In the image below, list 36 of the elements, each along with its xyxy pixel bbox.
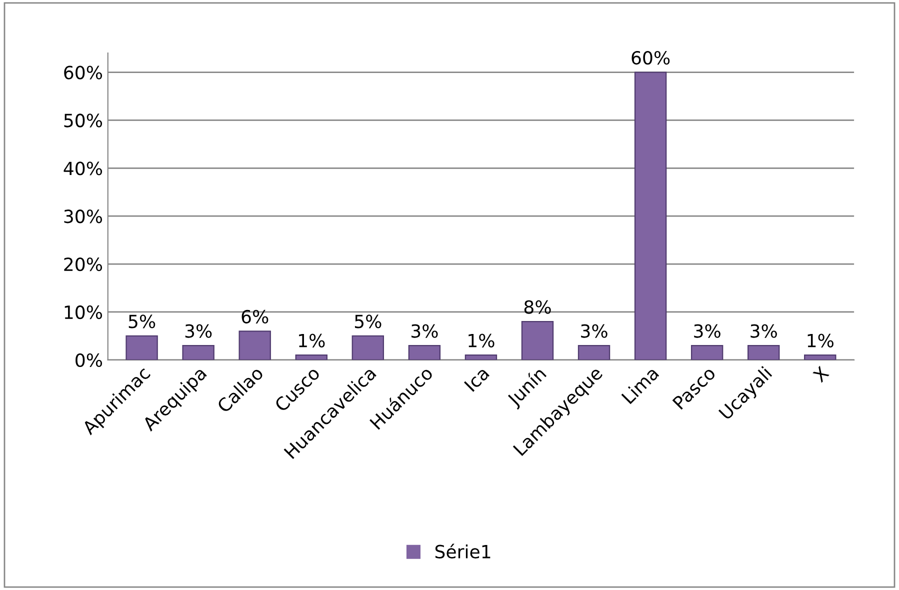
bar [126, 335, 158, 360]
bar [352, 335, 384, 360]
data-label: 3% [411, 324, 438, 338]
data-label: 60% [632, 50, 670, 65]
x-tick-label: Ica [464, 366, 490, 392]
y-tick-label: 30% [64, 210, 102, 224]
y-tick-label: 50% [64, 114, 102, 128]
y-tick-label: 40% [64, 162, 102, 176]
legend-label: Série1 [435, 544, 490, 558]
bar [295, 354, 328, 360]
data-label: 3% [581, 324, 608, 338]
bar [634, 72, 667, 360]
data-label: 1% [299, 334, 325, 348]
bar [804, 354, 836, 360]
bar [748, 344, 780, 360]
y-tick-label: 10% [64, 305, 102, 320]
data-label: 5% [354, 314, 382, 328]
bar [238, 330, 271, 360]
bar [464, 354, 498, 360]
data-label: 3% [750, 324, 777, 338]
data-label: 3% [694, 324, 720, 338]
y-tick-label: 0% [76, 353, 102, 368]
bar [690, 344, 724, 360]
data-label: 6% [242, 310, 268, 324]
data-label: 1% [468, 334, 494, 348]
data-label: 5% [128, 314, 156, 328]
y-tick-label: 20% [64, 257, 102, 272]
data-label: 8% [524, 300, 551, 314]
bar [578, 344, 610, 360]
data-label: 1% [808, 334, 834, 348]
bar [521, 320, 554, 360]
x-tick-label: X [812, 366, 830, 383]
data-label: 3% [185, 324, 212, 338]
y-tick-label: 60% [64, 66, 102, 80]
bar [182, 344, 214, 360]
bar [408, 344, 441, 360]
